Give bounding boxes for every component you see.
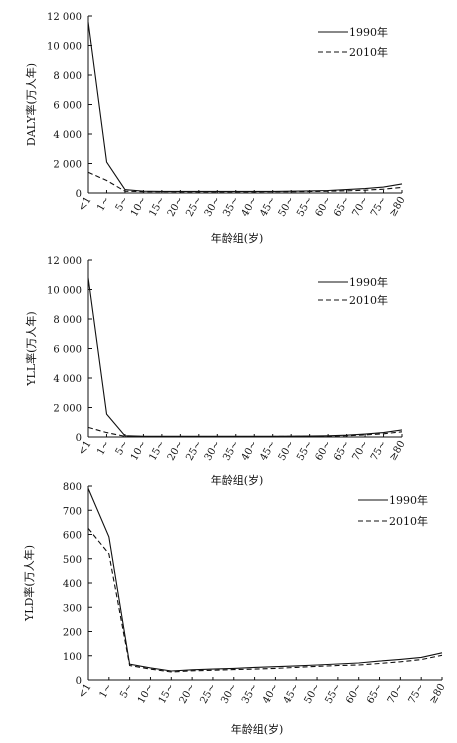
y-tick-label: 0 [76,676,82,687]
y-tick-label: 8 000 [53,71,82,82]
x-tick-label: 15~ [157,682,177,706]
x-tick-label: 1~ [95,195,112,213]
y-tick-label: 0 [76,189,82,200]
x-tick-label: 30~ [203,439,223,463]
x-axis-title: 年龄组(岁) [231,722,284,736]
x-tick-label: 35~ [221,439,241,463]
y-tick-label: 4 000 [53,374,82,385]
x-tick-label: 10~ [129,195,149,219]
y-axis-title: YLL率(万人年) [24,311,38,386]
y-tick-label: 400 [63,579,82,590]
y-tick-label: 2 000 [53,160,82,171]
y-tick-label: 300 [63,603,82,614]
x-tick-label: 50~ [303,682,323,706]
x-tick-label: 15~ [147,195,167,219]
series-line-2010 [87,171,403,193]
x-tick-label: 1~ [98,682,115,700]
legend-label: 1990年 [349,25,388,39]
x-tick-label: 40~ [240,195,260,219]
x-tick-label: 40~ [261,682,281,706]
x-tick-label: 5~ [114,195,131,213]
x-tick-label: 25~ [198,682,218,706]
x-tick-label: 35~ [240,682,260,706]
x-tick-label: 35~ [221,195,241,219]
x-tick-label: 65~ [365,682,385,706]
x-tick-label: ≥80 [388,439,408,463]
x-tick-label: 25~ [184,195,204,219]
x-tick-label: 65~ [332,439,352,463]
x-tick-label: 5~ [114,439,131,457]
y-tick-label: 10 000 [47,42,82,53]
x-tick-label: 50~ [277,195,297,219]
y-tick-label: 6 000 [53,345,82,356]
x-tick-label: 75~ [369,439,389,463]
x-tick-label: 55~ [295,439,315,463]
y-tick-label: 4 000 [53,130,82,141]
x-axis-title: 年龄组(岁) [211,473,264,487]
x-tick-label: 20~ [166,195,186,219]
x-tick-label: 25~ [184,439,204,463]
legend-label: 2010年 [349,293,388,307]
x-tick-label: ≥80 [428,682,448,706]
x-tick-label: 20~ [166,439,186,463]
x-tick-label: 70~ [351,439,371,463]
x-tick-label: 75~ [369,195,389,219]
x-tick-label: 30~ [203,195,223,219]
y-tick-label: 8 000 [53,315,82,326]
x-tick-label: 45~ [282,682,302,706]
x-tick-label: 10~ [136,682,156,706]
x-tick-label: 45~ [258,439,278,463]
legend-label: 2010年 [349,45,388,59]
x-tick-label: 70~ [386,682,406,706]
x-tick-label: 1~ [95,439,112,457]
y-axis-title: YLD率(万人年) [22,545,36,622]
x-tick-label: 20~ [178,682,198,706]
y-tick-label: 100 [63,652,82,663]
x-tick-label: 75~ [407,682,427,706]
legend-label: 2010年 [389,514,428,528]
x-tick-label: 60~ [314,195,334,219]
series-line-1990 [87,488,443,672]
x-tick-label: 55~ [295,195,315,219]
x-tick-label: 15~ [147,439,167,463]
legend-label: 1990年 [389,493,428,507]
y-tick-label: 600 [63,531,82,542]
series-line-2010 [87,426,403,438]
x-axis-title: 年龄组(岁) [211,231,264,245]
x-tick-label: 70~ [351,195,371,219]
y-axis-title: DALY率(万人年) [24,63,38,146]
x-tick-label: 45~ [258,195,278,219]
series-line-1990 [87,277,403,437]
x-tick-label: 30~ [219,682,239,706]
x-tick-label: 10~ [129,439,149,463]
x-tick-label: ≥80 [388,195,408,219]
x-tick-label: 60~ [314,439,334,463]
x-tick-label: 60~ [344,682,364,706]
series-line-2010 [87,528,443,673]
x-tick-label: 50~ [277,439,297,463]
y-tick-label: 10 000 [47,286,82,297]
y-tick-label: 800 [63,482,82,493]
legend-label: 1990年 [349,275,388,289]
y-tick-label: 0 [76,433,82,444]
y-tick-label: 12 000 [47,12,82,23]
y-tick-label: 700 [63,506,82,517]
y-tick-label: 6 000 [53,101,82,112]
x-tick-label: 55~ [323,682,343,706]
x-tick-label: 40~ [240,439,260,463]
y-tick-label: 12 000 [47,256,82,267]
x-tick-label: 65~ [332,195,352,219]
y-tick-label: 500 [63,555,82,566]
y-tick-label: 2 000 [53,404,82,415]
y-tick-label: 200 [63,628,82,639]
x-tick-label: 5~ [118,682,135,700]
